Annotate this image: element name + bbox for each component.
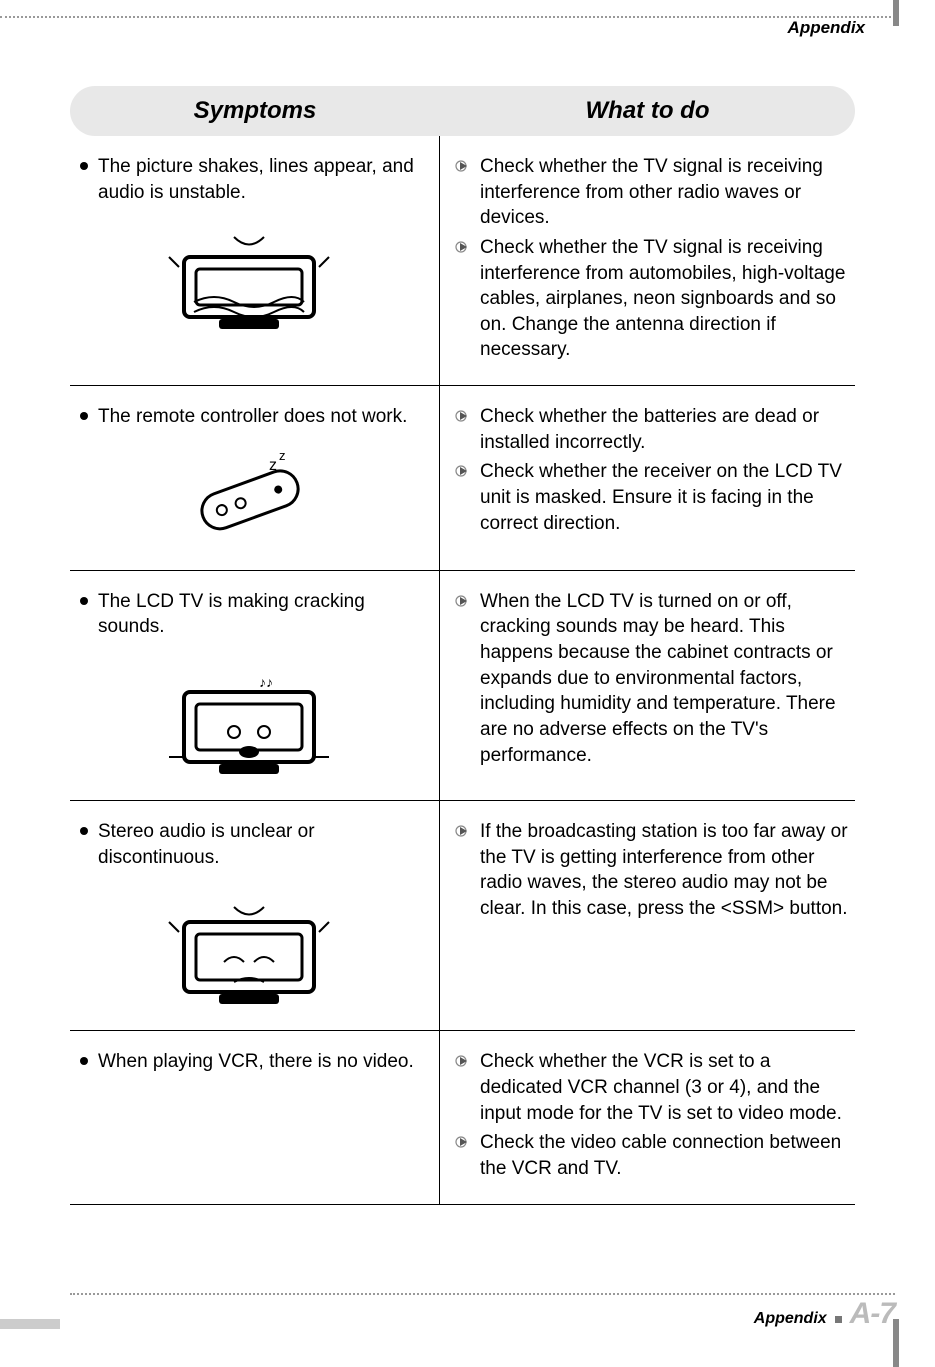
footer-section-label: Appendix (754, 1310, 827, 1328)
action-cell: Check whether the batteries are dead or … (440, 386, 855, 570)
action-arrow-icon (454, 237, 474, 257)
action-text: Check whether the batteries are dead or … (480, 404, 855, 455)
action-arrow-icon (454, 821, 474, 841)
symptom-text: The LCD TV is making cracking sounds. (98, 589, 427, 640)
symptom-cell: Stereo audio is unclear or discontinuous… (70, 801, 440, 1030)
table-row: The remote controller does not work. z z… (70, 386, 855, 571)
action-arrow-icon (454, 406, 474, 426)
action-cell: When the LCD TV is turned on or off, cra… (440, 571, 855, 800)
svg-text:z: z (269, 457, 277, 474)
troubleshooting-table: The picture shakes, lines appear, and au… (70, 136, 855, 1205)
bullet-icon (80, 827, 88, 835)
symptom-cell: The LCD TV is making cracking sounds. ♪♪ (70, 571, 440, 800)
action-item: Check the video cable connection between… (454, 1130, 855, 1181)
symptom-text: The remote controller does not work. (98, 404, 427, 430)
action-text: Check whether the receiver on the LCD TV… (480, 459, 855, 536)
symptom-line: When playing VCR, there is no video. (70, 1049, 427, 1075)
tv-audio-sad-icon (164, 882, 334, 1012)
symptom-line: The LCD TV is making cracking sounds. (70, 589, 427, 640)
top-dotted-border (0, 16, 895, 18)
footer-square-icon (835, 1316, 842, 1323)
table-row: The picture shakes, lines appear, and au… (70, 136, 855, 386)
bullet-icon (80, 1057, 88, 1065)
page-footer: Appendix A-7 (70, 1293, 895, 1331)
action-arrow-icon (454, 591, 474, 611)
action-cell: If the broadcasting station is too far a… (440, 801, 855, 1030)
footer-page-number: A-7 (850, 1297, 895, 1331)
column-header-symptoms: Symptoms (70, 97, 440, 125)
action-item: Check whether the TV signal is receiving… (454, 235, 855, 363)
action-text: Check whether the TV signal is receiving… (480, 154, 855, 231)
remote-sleeping-icon: z z (164, 442, 334, 552)
table-header-row: Symptoms What to do (70, 86, 855, 136)
action-arrow-icon (454, 461, 474, 481)
action-item: If the broadcasting station is too far a… (454, 819, 855, 922)
action-cell: Check whether the VCR is set to a dedica… (440, 1031, 855, 1203)
action-cell: Check whether the TV signal is receiving… (440, 136, 855, 385)
action-item: Check whether the batteries are dead or … (454, 404, 855, 455)
action-text: If the broadcasting station is too far a… (480, 819, 855, 922)
action-text: Check the video cable connection between… (480, 1130, 855, 1181)
action-text: Check whether the TV signal is receiving… (480, 235, 855, 363)
bullet-icon (80, 412, 88, 420)
action-arrow-icon (454, 156, 474, 176)
page: Appendix Symptoms What to do The picture… (0, 0, 935, 1367)
right-margin-bar-bottom (893, 1319, 899, 1367)
tv-cracking-icon: ♪♪ (164, 652, 334, 782)
table-row: The LCD TV is making cracking sounds. ♪♪… (70, 571, 855, 801)
symptom-text: The picture shakes, lines appear, and au… (98, 154, 427, 205)
symptom-cell: The picture shakes, lines appear, and au… (70, 136, 440, 385)
symptom-text: Stereo audio is unclear or discontinuous… (98, 819, 427, 870)
action-item: Check whether the TV signal is receiving… (454, 154, 855, 231)
action-arrow-icon (454, 1132, 474, 1152)
symptom-line: The remote controller does not work. (70, 404, 427, 430)
action-item: Check whether the receiver on the LCD TV… (454, 459, 855, 536)
tv-shaking-icon (164, 217, 334, 337)
header-section-label: Appendix (788, 18, 865, 38)
svg-text:z: z (279, 448, 286, 463)
troubleshooting-content: Symptoms What to do The picture shakes, … (70, 86, 855, 1205)
action-item: When the LCD TV is turned on or off, cra… (454, 589, 855, 768)
action-item: Check whether the VCR is set to a dedica… (454, 1049, 855, 1126)
symptom-line: The picture shakes, lines appear, and au… (70, 154, 427, 205)
symptom-line: Stereo audio is unclear or discontinuous… (70, 819, 427, 870)
table-row: Stereo audio is unclear or discontinuous… (70, 801, 855, 1031)
symptom-cell: The remote controller does not work. z z (70, 386, 440, 570)
action-arrow-icon (454, 1051, 474, 1071)
table-row: When playing VCR, there is no video. Che… (70, 1031, 855, 1204)
bullet-icon (80, 597, 88, 605)
symptom-cell: When playing VCR, there is no video. (70, 1031, 440, 1203)
action-text: Check whether the VCR is set to a dedica… (480, 1049, 855, 1126)
bullet-icon (80, 162, 88, 170)
column-header-what-to-do: What to do (440, 97, 855, 125)
right-margin-bar-top (893, 0, 899, 26)
left-margin-bar-bottom (0, 1319, 60, 1329)
svg-text:♪♪: ♪♪ (259, 674, 273, 690)
action-text: When the LCD TV is turned on or off, cra… (480, 589, 855, 768)
symptom-text: When playing VCR, there is no video. (98, 1049, 427, 1075)
